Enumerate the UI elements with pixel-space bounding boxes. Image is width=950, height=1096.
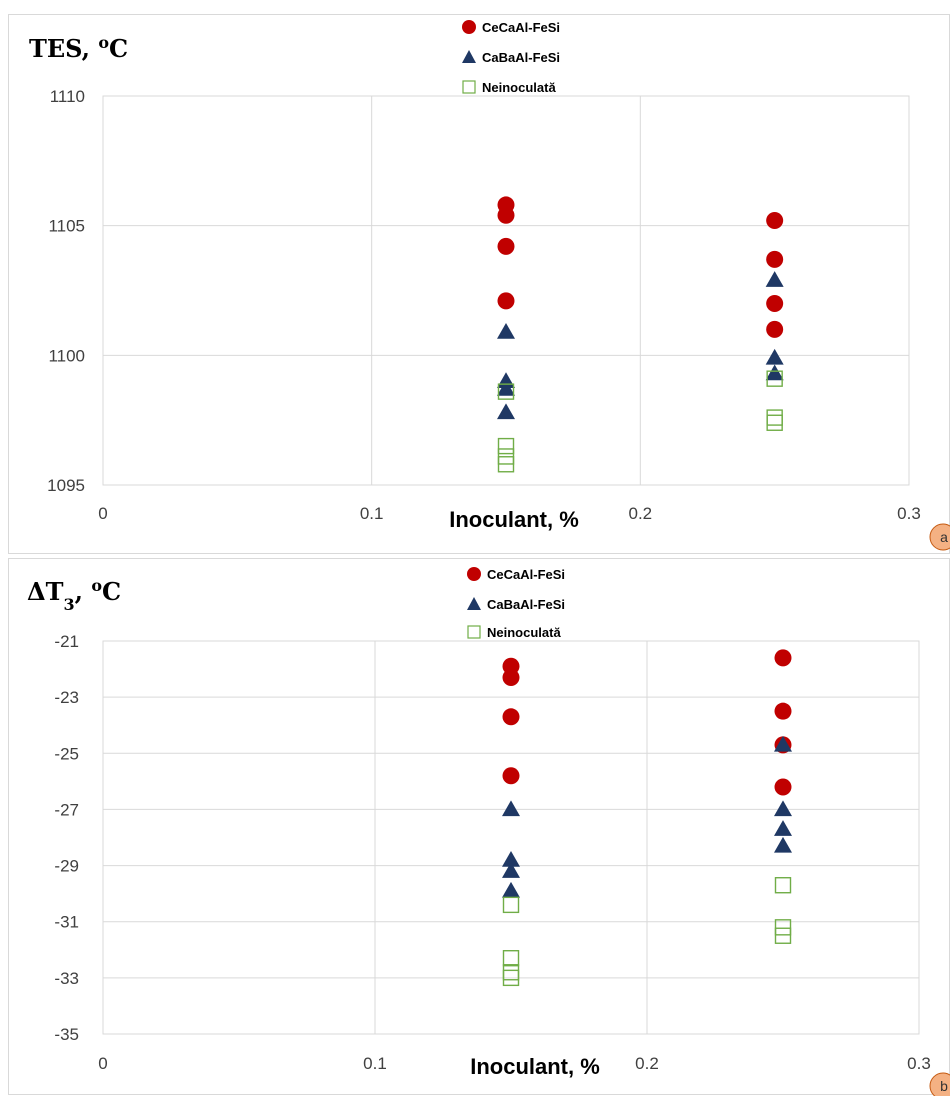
- legend-label: CaBaAl-FeSi: [482, 50, 560, 65]
- data-point-triangle: [765, 348, 784, 365]
- data-point-square: [766, 414, 783, 431]
- data-point-triangle: [502, 881, 520, 898]
- legend-item: CeCaAl-FeSi: [467, 567, 565, 582]
- data-point-triangle: [497, 380, 515, 396]
- y-axis-title: TES, oC: [29, 33, 128, 64]
- legend-marker-triangle: [467, 597, 481, 610]
- legend-item: Neinoculată: [462, 80, 556, 95]
- legend-marker-square: [462, 80, 476, 94]
- data-point-circle: [766, 320, 784, 338]
- x-tick-label: 0.3: [907, 1054, 931, 1073]
- data-point-square: [497, 456, 515, 473]
- data-point-square: [502, 896, 520, 914]
- legend: CeCaAl-FeSi CaBaAl-FeSi Neinoculată: [462, 20, 560, 95]
- y-tick-label: 1100: [48, 346, 85, 365]
- legend-item: CeCaAl-FeSi: [462, 20, 560, 35]
- series-cecaal: [497, 196, 784, 338]
- x-tick-label: 0.2: [629, 504, 653, 523]
- y-tick-label: -31: [54, 913, 79, 932]
- series-neinoculata: [502, 877, 792, 987]
- plot-area: [102, 640, 920, 1035]
- series-cabaal: [502, 735, 792, 898]
- x-tick-label: 0.1: [360, 504, 384, 523]
- legend-marker-triangle: [462, 50, 476, 63]
- data-point-square: [497, 437, 515, 455]
- legend-item: CaBaAl-FeSi: [467, 597, 565, 612]
- y-tick-label: -35: [54, 1025, 79, 1044]
- y-tick-label: -27: [54, 800, 79, 819]
- data-point-triangle: [497, 403, 515, 420]
- x-tick-label: 0.2: [635, 1054, 659, 1073]
- y-tick-label: -23: [54, 688, 79, 707]
- data-point-triangle: [765, 271, 784, 287]
- data-point-circle: [502, 668, 520, 686]
- data-point-triangle: [774, 820, 792, 836]
- data-point-square: [774, 877, 792, 894]
- y-tick-label: -25: [54, 744, 79, 763]
- chart-panel-b: -21 -23 -25 -27 -29 -31 -33 -35 0 0.1 0.2 0.3 ΔT3, o…: [8, 558, 950, 1096]
- y-tick-label: -33: [54, 969, 79, 988]
- data-point-triangle: [774, 735, 792, 752]
- data-point-triangle: [774, 800, 792, 817]
- legend: CeCaAl-FeSi CaBaAl-FeSi Neinoculată: [467, 567, 565, 640]
- data-point-circle: [502, 708, 520, 726]
- legend-marker-circle: [467, 567, 481, 581]
- data-point-circle: [497, 292, 515, 310]
- data-point-square: [766, 370, 783, 387]
- data-point-circle: [774, 702, 792, 720]
- data-point-circle: [766, 250, 784, 268]
- x-axis-title: Inoculant, %: [470, 1054, 600, 1079]
- data-point-triangle: [774, 836, 792, 853]
- y-axis-title: ΔT3, oC: [27, 576, 121, 614]
- data-point-circle: [502, 767, 520, 785]
- data-point-triangle: [765, 364, 784, 381]
- legend-label: CeCaAl-FeSi: [482, 20, 560, 35]
- y-tick-label: 1095: [47, 476, 85, 495]
- chart-a-svg: 1110 1105 1100 1095 0 0.1 0.2 0.3 TES, oC Inocula…: [29, 20, 950, 551]
- y-tick-label: 1105: [48, 217, 85, 236]
- series-cecaal: [502, 649, 792, 796]
- data-point-square: [774, 927, 792, 944]
- x-tick-label: 0: [98, 504, 107, 523]
- legend-label: Neinoculată: [482, 80, 556, 95]
- data-point-square: [502, 950, 520, 967]
- panel-label-badge: [929, 1072, 950, 1096]
- x-tick-label: 0.1: [363, 1054, 387, 1073]
- legend-label: CeCaAl-FeSi: [487, 567, 565, 582]
- data-point-square: [774, 919, 792, 936]
- plot-area: [102, 95, 910, 486]
- data-point-triangle: [502, 862, 520, 878]
- x-axis-title: Inoculant, %: [449, 507, 579, 532]
- legend-label: Neinoculată: [487, 625, 561, 640]
- data-point-circle: [766, 211, 784, 229]
- panel-label-text: a: [940, 529, 948, 545]
- data-point-circle: [497, 206, 515, 224]
- data-point-triangle: [502, 800, 520, 817]
- panel-label-badge: [929, 523, 950, 551]
- y-tick-label: 1110: [50, 87, 85, 106]
- data-point-triangle: [497, 322, 515, 339]
- panel-label-text: b: [940, 1078, 948, 1094]
- data-point-circle: [497, 237, 515, 255]
- y-tick-label: -29: [54, 857, 79, 876]
- chart-panel-a: 1110 1105 1100 1095 0 0.1 0.2 0.3 TES, oC Inocula…: [8, 14, 950, 554]
- legend-item: Neinoculată: [467, 625, 561, 640]
- data-point-circle: [774, 649, 792, 667]
- legend-item: CaBaAl-FeSi: [462, 50, 560, 65]
- data-point-triangle: [502, 850, 520, 867]
- chart-b-svg: -21 -23 -25 -27 -29 -31 -33 -35 0 0.1 0.2 0.3 ΔT3, o…: [27, 567, 950, 1096]
- series-neinoculata: [497, 370, 783, 473]
- legend-marker-circle: [462, 20, 476, 34]
- data-point-square: [497, 383, 515, 400]
- legend-label: CaBaAl-FeSi: [487, 597, 565, 612]
- data-point-circle: [774, 778, 792, 796]
- x-tick-label: 0.3: [897, 504, 921, 523]
- y-tick-label: -21: [54, 632, 79, 651]
- legend-marker-square: [467, 625, 481, 639]
- data-point-circle: [766, 294, 784, 312]
- x-tick-label: 0: [98, 1054, 107, 1073]
- data-point-square: [502, 969, 520, 987]
